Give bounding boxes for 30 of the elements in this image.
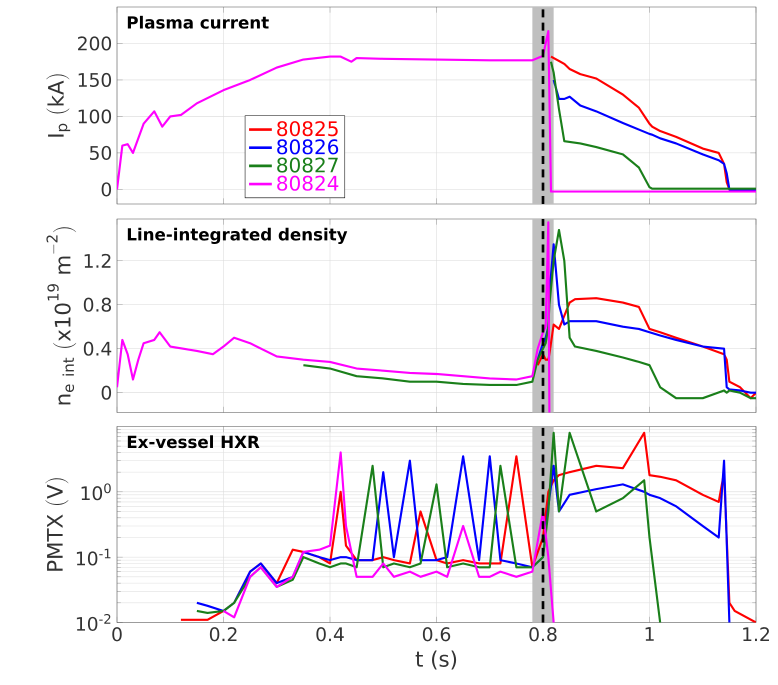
y-tick-label: 10$^{0}$ [82,483,111,500]
x-tick-label: 1 [646,627,654,641]
x-tick-label: 0.8 [529,627,557,642]
y-tick-label: 50 [90,146,112,160]
y-tick-label: 0.4 [84,342,112,356]
y-tick-label: 150 [78,72,112,88]
y-tick-label: 200 [78,36,112,51]
y-tick-label: 10$^{-2}$ [76,614,110,631]
x-tick-label: 0 [112,627,122,642]
chart-title: Ex-vessel HXR [128,435,260,448]
legend-label: 80824 [277,176,338,191]
x-tick-label: 0.2 [210,627,236,642]
y-axis-title: $\mathrm{PMTX\ (V)}$ [45,478,68,571]
text: Line-integrated density [128,228,348,244]
x-tick-label: 1.2 [743,627,769,642]
y-tick-label: 0.8 [84,298,112,312]
y-tick-label: 0 [102,182,112,196]
legend-label: 80825 [277,121,338,136]
chart-title: Plasma current [128,16,269,29]
y-axis-title: $\mathrm{I_{p}\ (kA)}$ [46,74,70,137]
y-tick-label: 10$^{-1}$ [76,548,110,566]
x-tick-label: 0.6 [422,627,450,642]
y-tick-label: 0 [102,386,112,400]
legend-label: 80827 [277,157,338,173]
x-axis-title: t (s) [416,650,456,670]
legend-label: 80826 [277,139,338,154]
y-axis-title: $\mathrm{n_{e\ int}\ (x10^{19}\ m^{-2})}$ [46,227,76,404]
y-tick-label: 100 [78,109,112,124]
y-tick-label: 1.2 [84,254,110,268]
x-tick-label: 0.4 [316,627,344,642]
